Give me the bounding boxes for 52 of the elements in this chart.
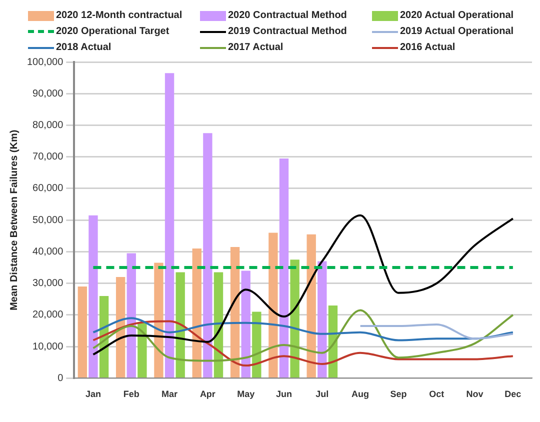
legend-label: 2018 Actual: [56, 42, 112, 53]
legend-label: 2019 Contractual Method: [228, 26, 347, 37]
x-tick-label: Dec: [504, 389, 522, 400]
y-tick-label: 80,000: [32, 120, 64, 131]
y-tick-label: 0: [58, 372, 64, 384]
legend-label: 2020 12-Month contractual: [56, 10, 182, 21]
x-tick-label: Jul: [316, 389, 329, 400]
bar: [126, 253, 136, 378]
line-series: [92, 320, 514, 367]
legend-label: 2020 Contractual Method: [228, 10, 347, 21]
bar: [88, 215, 98, 378]
x-tick-label: Jun: [276, 389, 292, 400]
bar: [78, 286, 88, 378]
bar: [268, 232, 278, 378]
y-tick-label: 30,000: [32, 278, 64, 290]
line-series: [92, 317, 514, 342]
bar: [138, 322, 147, 378]
x-tick-label: Nov: [466, 389, 484, 400]
x-tick-label: May: [237, 389, 255, 400]
bar: [164, 73, 174, 378]
bar: [192, 248, 202, 378]
bar: [176, 272, 185, 378]
y-axis-title: Mean Distance Between Failures (Km): [8, 130, 20, 310]
legend-label: 2020 Actual Operational: [400, 10, 514, 21]
legend-label: 2019 Actual Operational: [400, 26, 514, 37]
x-tick-label: Apr: [200, 389, 216, 400]
bar: [241, 270, 250, 378]
y-tick-label: 70,000: [32, 152, 64, 163]
legend-label: 2020 Operational Target: [56, 26, 170, 37]
x-tick-label: Aug: [352, 389, 370, 400]
bar: [203, 133, 212, 378]
y-tick-label: 90,000: [32, 88, 64, 100]
x-tick-label: Sep: [390, 389, 408, 400]
bar: [116, 277, 126, 378]
bar: [306, 234, 316, 378]
bar: [318, 261, 327, 378]
line-series: [92, 309, 514, 362]
y-tick-label: 10,000: [32, 341, 64, 352]
y-tick-label: 100,000: [26, 56, 64, 68]
x-tick-label: Mar: [162, 389, 178, 400]
y-tick-label: 20,000: [32, 310, 64, 321]
line-series: [92, 214, 514, 356]
line-series: [359, 323, 514, 340]
legend-label: 2016 Actual: [400, 42, 456, 53]
y-tick-label: 60,000: [32, 183, 64, 194]
x-tick-label: Jan: [85, 389, 101, 400]
x-tick-label: Feb: [123, 389, 140, 400]
legend-label: 2017 Actual: [228, 42, 284, 53]
bar: [279, 158, 289, 378]
x-tick-label: Oct: [429, 389, 444, 400]
y-tick-label: 40,000: [32, 246, 64, 258]
y-tick-label: 50,000: [32, 214, 64, 226]
